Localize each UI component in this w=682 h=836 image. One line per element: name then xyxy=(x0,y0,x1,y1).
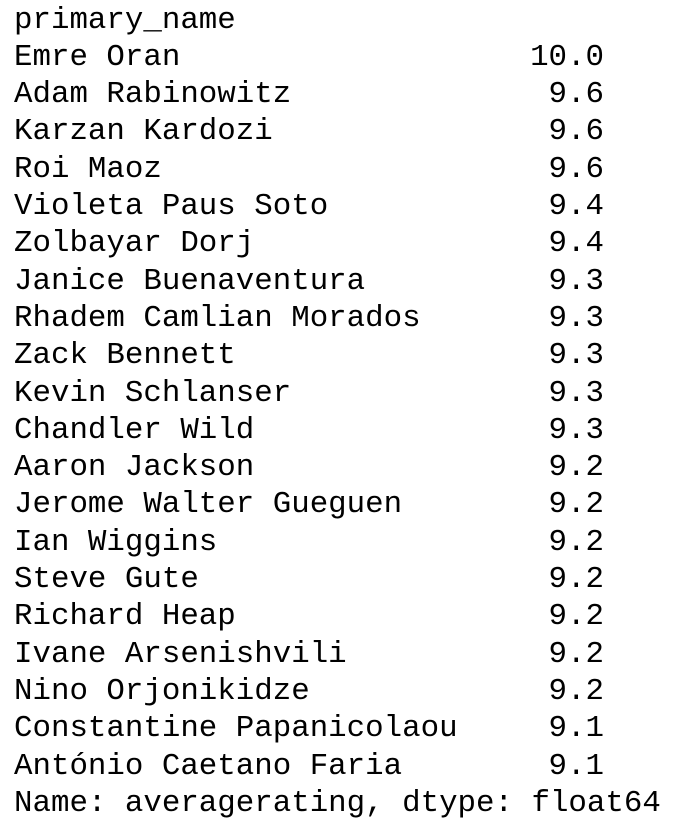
row-value: 9.2 xyxy=(548,524,604,560)
row-name: Chandler Wild xyxy=(14,412,255,448)
row-value: 9.4 xyxy=(548,189,604,224)
row-name: Steve Gute xyxy=(14,562,199,597)
row-value: 9.3 xyxy=(548,300,604,336)
row-value: 9.4 xyxy=(548,226,604,262)
row-value: 9.2 xyxy=(548,487,604,523)
row-name: Zack Bennett xyxy=(14,338,236,374)
row-value: 9.2 xyxy=(548,450,604,486)
row-value: 9.1 xyxy=(548,711,604,747)
row-name: Ivane Arsenishvili xyxy=(14,636,347,672)
row-name: António Caetano Faria xyxy=(14,748,403,784)
row-name: Adam Rabinowitz xyxy=(14,77,292,113)
row-name: Karzan Kardozi xyxy=(14,114,273,150)
row-value: 9.2 xyxy=(548,636,604,672)
row-value: 10.0 xyxy=(530,39,604,75)
row-name: Violeta Paus Soto xyxy=(14,189,329,224)
row-value: 9.3 xyxy=(548,338,604,374)
row-name: Emre Oran xyxy=(14,39,181,75)
index-name: primary_name xyxy=(14,2,236,38)
row-name: Constantine Papanicolaou xyxy=(14,711,458,747)
row-name: Roi Maoz xyxy=(14,151,162,187)
row-value: 9.2 xyxy=(548,673,604,709)
row-name: Janice Buenaventura xyxy=(14,263,366,299)
series-footer: Name: averagerating, dtype: float64 xyxy=(14,785,661,821)
row-value: 9.6 xyxy=(548,151,604,187)
row-value: 9.3 xyxy=(548,412,604,448)
row-name: Aaron Jackson xyxy=(14,450,255,486)
row-name: Richard Heap xyxy=(14,599,236,635)
row-value: 9.1 xyxy=(548,748,604,784)
row-name: Kevin Schlanser xyxy=(14,375,292,411)
row-value: 9.6 xyxy=(548,77,604,113)
row-value: 9.6 xyxy=(548,114,604,150)
row-value: 9.3 xyxy=(548,263,604,299)
row-value: 9.2 xyxy=(548,599,604,635)
row-name: Rhadem Camlian Morados xyxy=(14,300,421,336)
row-name: Jerome Walter Gueguen xyxy=(14,487,403,523)
row-name: Nino Orjonikidze xyxy=(14,673,310,709)
row-value: 9.2 xyxy=(548,562,604,597)
row-name: Zolbayar Dorj xyxy=(14,226,255,262)
row-value: 9.3 xyxy=(548,375,604,411)
row-name: Ian Wiggins xyxy=(14,524,218,560)
